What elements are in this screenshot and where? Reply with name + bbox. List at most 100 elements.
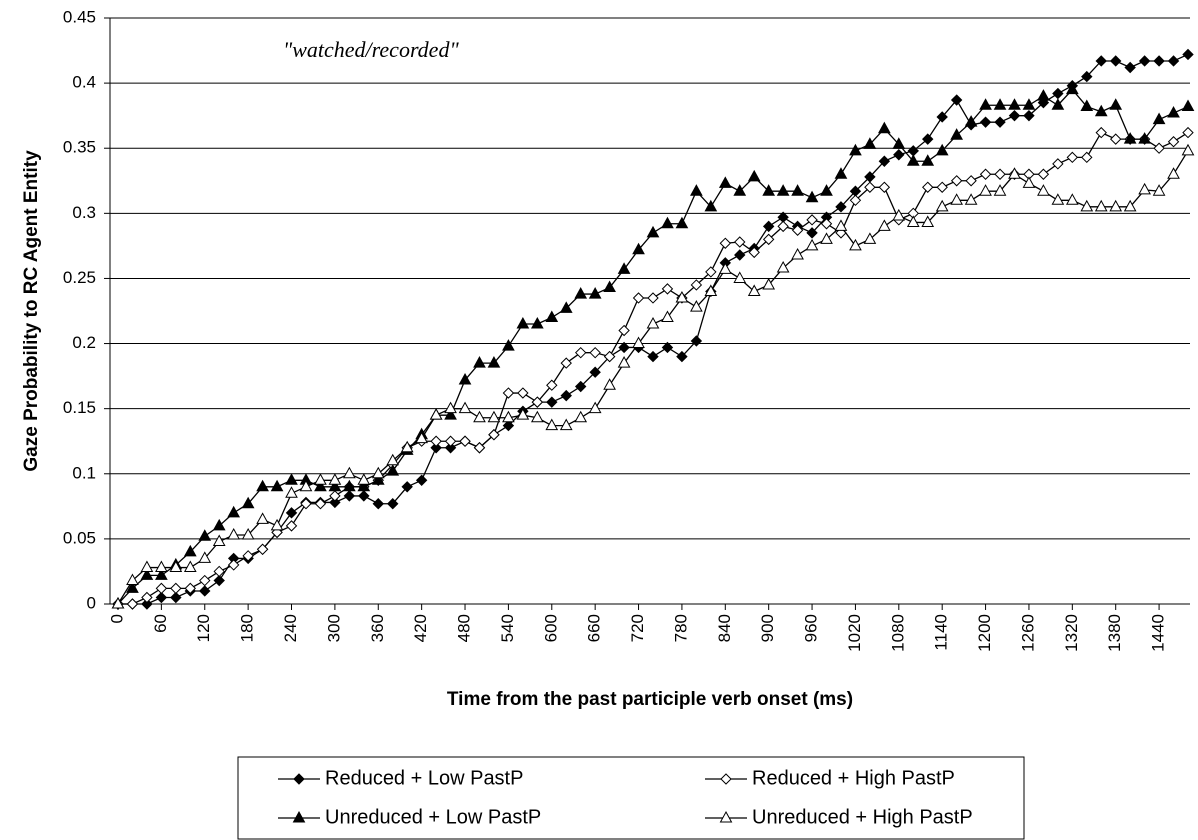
- data-point: [1095, 126, 1107, 139]
- data-point: [1109, 199, 1123, 212]
- data-point: [574, 346, 587, 359]
- data-point: [921, 215, 935, 227]
- data-point: [1094, 199, 1108, 212]
- data-point: [199, 574, 211, 587]
- data-point: [1138, 55, 1151, 67]
- data-point: [212, 518, 226, 531]
- data-point: [588, 401, 602, 414]
- data-point: [285, 473, 298, 485]
- data-point: [921, 154, 935, 166]
- data-point: [791, 224, 804, 236]
- data-point: [517, 387, 529, 399]
- x-tick-label: 240: [281, 614, 300, 642]
- data-point: [878, 155, 891, 167]
- data-point: [560, 389, 572, 402]
- data-point: [1080, 199, 1094, 212]
- x-axis-title: Time from the past participle verb onset…: [447, 689, 853, 710]
- data-point: [690, 279, 703, 291]
- data-point: [950, 94, 963, 106]
- data-point: [386, 453, 400, 466]
- data-point: [734, 236, 746, 248]
- data-point: [1152, 112, 1166, 125]
- data-point: [1182, 48, 1194, 61]
- data-point: [415, 474, 428, 486]
- data-point: [1153, 142, 1165, 154]
- data-point: [805, 190, 819, 203]
- data-point: [545, 418, 559, 431]
- data-point: [358, 490, 370, 502]
- legend-marker: [720, 773, 732, 785]
- data-point: [328, 473, 342, 485]
- data-point: [126, 598, 139, 610]
- data-point: [776, 260, 790, 273]
- data-point: [1109, 55, 1122, 67]
- data-point: [386, 464, 400, 476]
- data-point: [212, 534, 226, 546]
- data-point: [458, 372, 472, 385]
- data-point: [734, 249, 746, 261]
- legend-label: Reduced + High PastP: [752, 767, 955, 789]
- data-point: [1123, 132, 1137, 144]
- y-tick-label: 0.4: [72, 73, 96, 92]
- data-point: [705, 266, 717, 278]
- data-point: [906, 154, 920, 166]
- data-point: [965, 175, 977, 187]
- data-point: [169, 560, 183, 573]
- data-point: [401, 481, 413, 493]
- data-point: [1182, 126, 1194, 139]
- data-point: [183, 544, 197, 557]
- data-point: [285, 507, 298, 519]
- data-point: [430, 442, 442, 454]
- data-point: [502, 387, 515, 399]
- x-tick-label: 60: [151, 614, 170, 633]
- y-tick-label: 0.15: [63, 398, 96, 417]
- data-point: [791, 247, 804, 260]
- data-point: [776, 184, 790, 196]
- data-point: [979, 116, 992, 128]
- data-point: [603, 378, 616, 390]
- data-point: [762, 184, 776, 196]
- data-point: [661, 341, 674, 354]
- data-point: [1181, 143, 1195, 156]
- x-tick-label: 1440: [1149, 614, 1168, 652]
- data-point: [111, 596, 125, 609]
- data-point: [1181, 99, 1195, 112]
- data-point: [675, 216, 689, 229]
- data-point: [892, 137, 906, 149]
- data-point: [950, 128, 963, 140]
- legend-box: [237, 756, 1025, 840]
- data-point: [979, 184, 992, 196]
- data-point: [126, 573, 139, 586]
- legend-marker: [719, 810, 733, 823]
- data-point: [834, 219, 848, 231]
- data-point: [589, 346, 601, 359]
- y-tick-label: 0.3: [72, 203, 96, 222]
- x-tick-label: 360: [368, 614, 387, 642]
- data-point: [632, 292, 645, 304]
- data-point: [647, 292, 659, 304]
- data-point: [617, 356, 631, 368]
- data-point: [546, 379, 558, 391]
- x-tick-label: 660: [585, 614, 604, 642]
- data-point: [357, 479, 371, 492]
- data-point: [574, 380, 587, 393]
- data-point: [1080, 99, 1094, 112]
- data-point: [314, 498, 327, 510]
- data-point: [530, 410, 544, 423]
- x-tick-label: 1260: [1018, 614, 1037, 652]
- data-point: [1167, 106, 1180, 118]
- y-tick-label: 0.25: [63, 268, 96, 287]
- data-point: [574, 287, 588, 299]
- data-point: [906, 215, 920, 227]
- x-tick-label: 840: [715, 614, 734, 642]
- y-tick-label: 0.05: [63, 528, 96, 547]
- legend-marker: [293, 773, 305, 785]
- data-point: [603, 280, 616, 293]
- data-point: [1052, 87, 1064, 100]
- data-point: [863, 232, 877, 244]
- data-point: [1167, 136, 1180, 148]
- x-tick-label: 0: [107, 614, 126, 623]
- data-point: [1109, 133, 1122, 145]
- data-point: [1022, 176, 1036, 188]
- data-point: [878, 121, 891, 134]
